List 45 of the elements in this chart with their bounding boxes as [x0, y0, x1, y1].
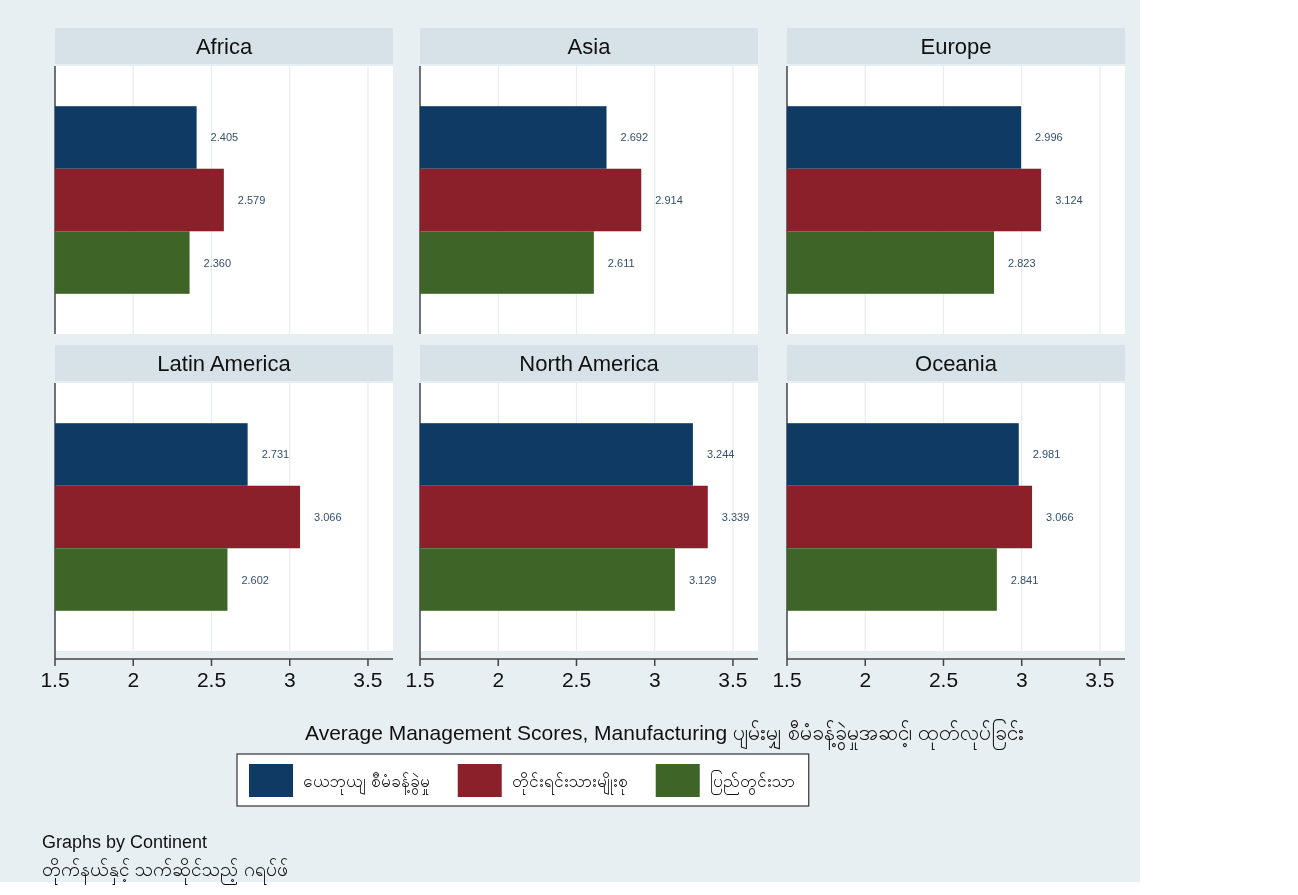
- x-tick-label: 2.5: [196, 668, 227, 691]
- data-label: 2.692: [620, 131, 649, 144]
- legend-label: တိုင်းရင်းသားမျိုးစု: [511, 772, 628, 795]
- data-label: 2.841: [1010, 573, 1039, 586]
- x-tick-label: 3.5: [1085, 668, 1115, 691]
- legend-label: ပြည်တွင်းသာ: [709, 770, 795, 795]
- x-tick-label: 1.5: [40, 668, 70, 691]
- x-tick-label: 1.5: [405, 668, 435, 691]
- chart-title: Oceania: [915, 351, 998, 376]
- data-label: 2.996: [1035, 131, 1063, 144]
- chart-title: Latin America: [157, 351, 292, 376]
- legend-label: ယေဘုယျ စီမံခန့်ခွဲမှု: [303, 772, 430, 795]
- data-label: 2.602: [241, 573, 269, 586]
- x-tick-label: 3: [648, 668, 661, 691]
- text: Graphs by Continent: [42, 832, 208, 852]
- x-tick-label: 2: [127, 668, 140, 691]
- data-label: 3.066: [1046, 511, 1074, 523]
- data-label: 2.360: [203, 256, 232, 269]
- chart-title: Asia: [567, 34, 612, 59]
- data-label: 2.914: [655, 194, 683, 206]
- x-tick-label: 3.5: [353, 668, 383, 691]
- data-label: 2.579: [237, 194, 266, 206]
- chart-title: Europe: [920, 34, 992, 59]
- x-tick-label: 2.5: [561, 668, 592, 691]
- x-tick-label: 3: [283, 668, 296, 691]
- text: တိုက်နယ်နှင့် သက်ဆိုင်သည့် ဂရပ်ဖ်: [42, 858, 288, 885]
- data-label: 3.124: [1055, 194, 1083, 206]
- data-label: 3.244: [706, 448, 735, 461]
- data-label: 2.823: [1008, 256, 1036, 269]
- data-label: 2.731: [261, 448, 290, 461]
- x-tick-label: 3: [1015, 668, 1028, 691]
- x-axis-title: Average Management Scores, Manufacturing ပျမ်းမျှ စီမံခန့်ခွဲမှုအဆင့်၊ ထုတ်လုပ်ခြင်း: [305, 719, 1024, 751]
- data-label: 3.339: [721, 511, 750, 523]
- chart-title: Africa: [195, 34, 253, 59]
- data-label: 2.981: [1032, 448, 1061, 461]
- x-tick-label: 1.5: [772, 668, 802, 691]
- x-tick-label: 3.5: [718, 668, 748, 691]
- x-tick-label: 2: [492, 668, 505, 691]
- data-label: 2.405: [210, 131, 239, 144]
- x-tick-label: 2.5: [928, 668, 959, 691]
- x-tick-label: 2: [859, 668, 872, 691]
- data-label: 3.129: [688, 573, 717, 586]
- data-label: 3.066: [314, 511, 342, 523]
- chart-title: North America: [519, 351, 660, 376]
- data-label: 2.611: [607, 256, 635, 269]
